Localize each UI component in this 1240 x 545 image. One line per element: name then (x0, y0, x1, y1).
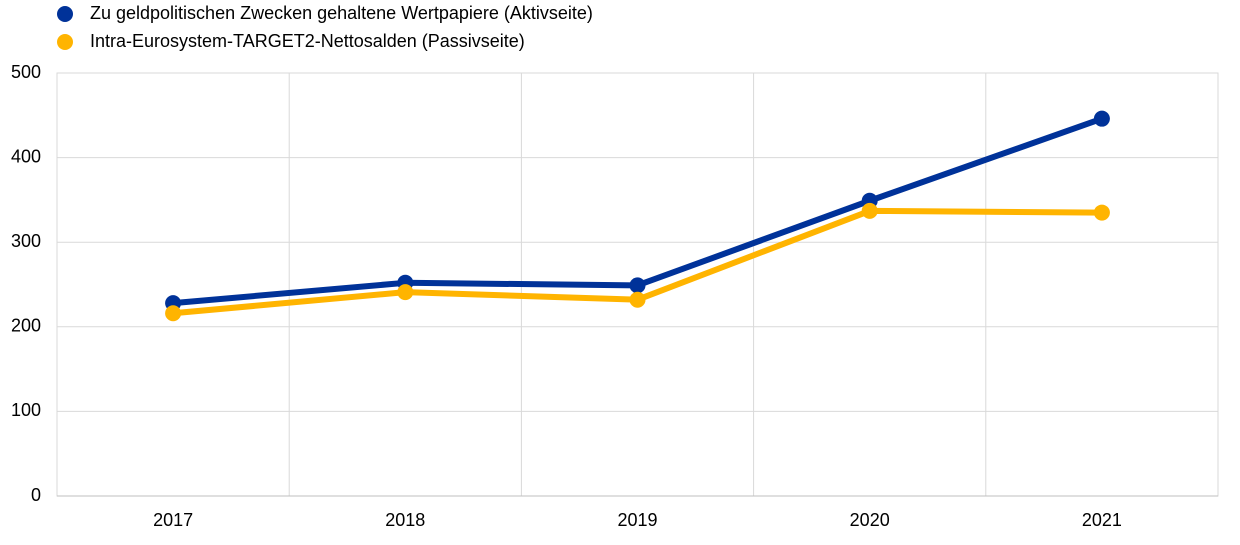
y-tick-label: 300 (11, 231, 41, 251)
y-tick-label: 100 (11, 400, 41, 420)
data-point (629, 291, 646, 308)
x-tick-label: 2019 (617, 510, 657, 530)
data-point (165, 305, 182, 322)
x-tick-label: 2021 (1082, 510, 1122, 530)
legend-marker (57, 6, 73, 22)
x-tick-label: 2018 (385, 510, 425, 530)
y-tick-label: 400 (11, 146, 41, 166)
data-point (1093, 110, 1110, 127)
legend-label: Intra-Eurosystem-TARGET2-Nettosalden (Pa… (90, 31, 525, 51)
data-point (397, 284, 414, 301)
y-tick-label: 0 (31, 485, 41, 505)
y-tick-label: 500 (11, 62, 41, 82)
data-point (629, 277, 646, 294)
y-tick-label: 200 (11, 316, 41, 336)
x-tick-label: 2017 (153, 510, 193, 530)
x-tick-label: 2020 (850, 510, 890, 530)
data-point (1093, 204, 1110, 221)
legend-label: Zu geldpolitischen Zwecken gehaltene Wer… (90, 3, 593, 23)
data-point (861, 202, 878, 219)
legend-marker (57, 34, 73, 50)
